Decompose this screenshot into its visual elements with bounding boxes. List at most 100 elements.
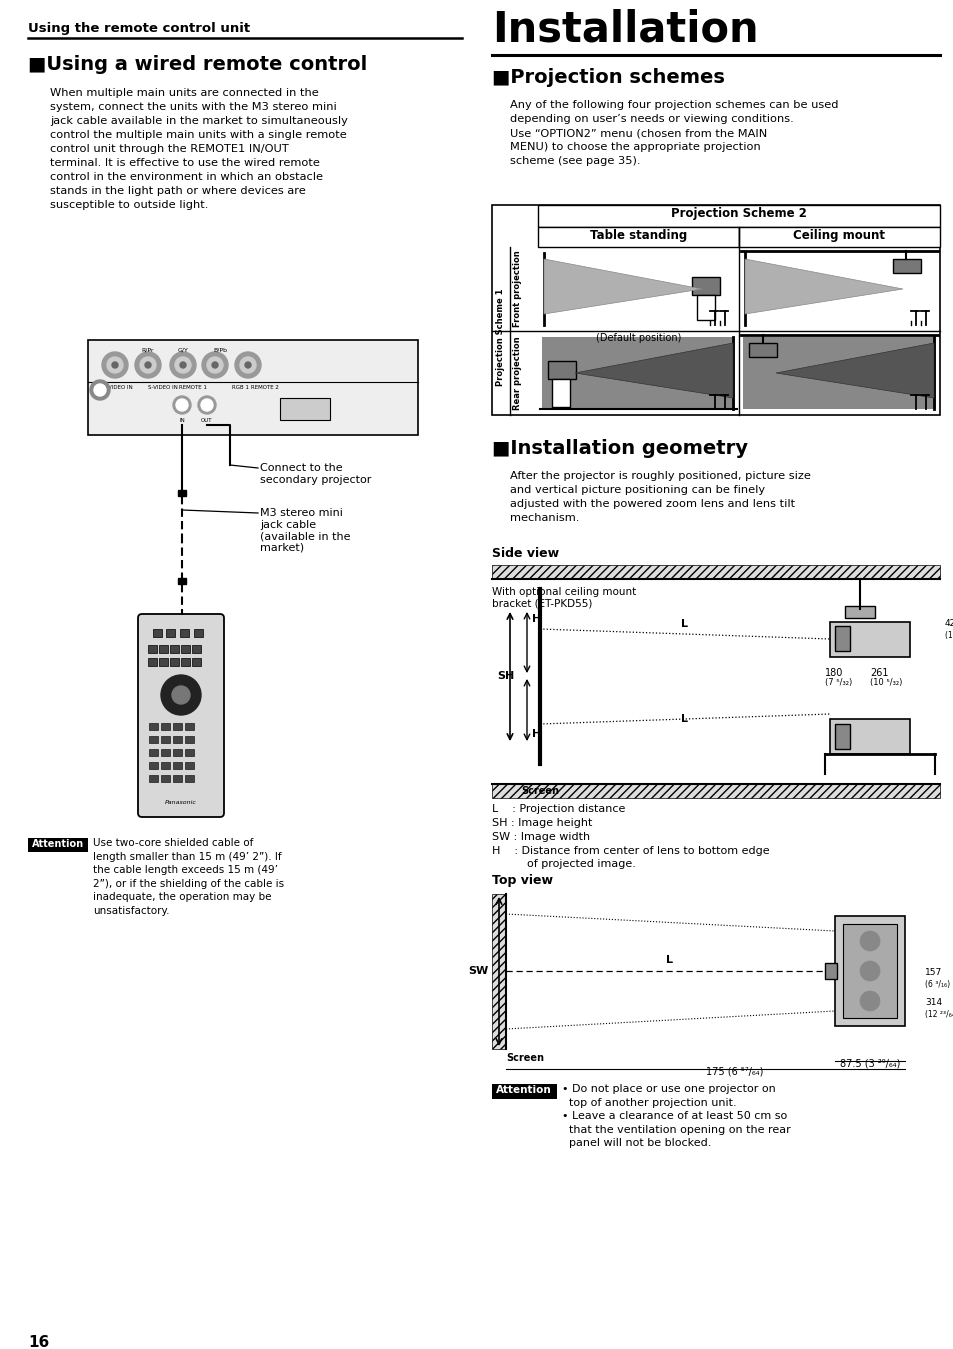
Text: With optional ceiling mount
bracket (ET-PKD55): With optional ceiling mount bracket (ET-… <box>492 587 636 608</box>
Circle shape <box>180 362 186 368</box>
Bar <box>280 398 330 420</box>
Text: SW: SW <box>468 966 489 977</box>
Bar <box>152 629 162 637</box>
Bar <box>193 629 203 637</box>
Bar <box>834 724 849 749</box>
Text: Screen: Screen <box>520 786 558 796</box>
Text: Panasonic: Panasonic <box>165 800 196 805</box>
FancyBboxPatch shape <box>138 614 224 817</box>
Polygon shape <box>744 259 902 314</box>
Bar <box>844 606 874 618</box>
Text: (6 ³/₁₆): (6 ³/₁₆) <box>924 979 949 989</box>
Text: 157: 157 <box>924 969 942 977</box>
Circle shape <box>202 352 228 378</box>
Bar <box>181 645 190 653</box>
Text: (10 ⁵/₃₂): (10 ⁵/₃₂) <box>869 679 902 687</box>
Text: H    : Distance from center of lens to bottom edge
          of projected image.: H : Distance from center of lens to bott… <box>492 846 769 869</box>
Text: Rear projection: Rear projection <box>513 336 522 410</box>
Text: 180: 180 <box>824 668 842 679</box>
Circle shape <box>240 357 255 374</box>
Text: When multiple main units are connected in the
system, connect the units with the: When multiple main units are connected i… <box>50 88 348 210</box>
Bar <box>185 774 193 782</box>
Bar <box>170 658 179 666</box>
Bar <box>691 277 720 295</box>
Text: RGB 1: RGB 1 <box>232 384 248 390</box>
Text: Side view: Side view <box>492 546 558 560</box>
Text: Using the remote control unit: Using the remote control unit <box>28 22 250 35</box>
Text: REMOTE 1: REMOTE 1 <box>179 384 207 390</box>
Bar <box>149 762 158 769</box>
Text: Top view: Top view <box>492 874 553 888</box>
Bar <box>149 774 158 782</box>
Bar <box>172 774 182 782</box>
Bar <box>842 924 896 1018</box>
Text: Projection Scheme 1: Projection Scheme 1 <box>496 289 505 386</box>
Bar <box>192 658 201 666</box>
Text: L: L <box>680 619 688 629</box>
Text: After the projector is roughly positioned, picture size
and vertical picture pos: After the projector is roughly positione… <box>510 471 810 523</box>
Circle shape <box>94 384 106 397</box>
Text: L    : Projection distance: L : Projection distance <box>492 804 625 813</box>
Text: 87.5 (3 ²⁹/₆₄): 87.5 (3 ²⁹/₆₄) <box>839 1059 900 1068</box>
Circle shape <box>90 380 110 401</box>
Text: Table standing: Table standing <box>589 229 686 241</box>
Text: R/Pr: R/Pr <box>142 348 154 353</box>
Text: REMOTE 2: REMOTE 2 <box>251 384 278 390</box>
Bar <box>892 259 920 272</box>
Bar <box>28 838 88 853</box>
Bar <box>185 737 193 743</box>
Text: (Default position): (Default position) <box>596 333 680 343</box>
Circle shape <box>170 352 195 378</box>
Text: S-VIDEO IN: S-VIDEO IN <box>148 384 178 390</box>
Bar <box>149 723 158 730</box>
Bar <box>541 337 734 409</box>
Text: 175 (6 ⁵⁷/₆₄): 175 (6 ⁵⁷/₆₄) <box>705 1067 763 1077</box>
Text: SH : Image height: SH : Image height <box>492 817 592 828</box>
Bar <box>148 645 157 653</box>
Bar <box>180 629 189 637</box>
Circle shape <box>212 362 218 368</box>
Circle shape <box>201 399 213 411</box>
Polygon shape <box>775 343 933 398</box>
Bar <box>547 362 576 379</box>
Bar <box>537 227 739 247</box>
Bar <box>192 645 201 653</box>
Bar <box>161 723 170 730</box>
Bar <box>824 963 836 979</box>
Bar <box>492 784 939 799</box>
Bar <box>161 749 170 755</box>
Circle shape <box>172 687 190 704</box>
Bar <box>159 658 168 666</box>
Text: OUT: OUT <box>201 418 213 424</box>
Text: Connect to the
secondary projector: Connect to the secondary projector <box>260 463 371 484</box>
Bar <box>834 626 849 652</box>
Text: Front projection: Front projection <box>513 251 522 328</box>
Bar <box>149 737 158 743</box>
Bar <box>172 723 182 730</box>
Text: ■Using a wired remote control: ■Using a wired remote control <box>28 55 367 74</box>
Bar <box>537 205 939 227</box>
Circle shape <box>161 674 201 715</box>
Text: 421-541: 421-541 <box>944 619 953 629</box>
Bar <box>834 916 904 1027</box>
Circle shape <box>172 397 191 414</box>
Text: Installation: Installation <box>492 8 758 50</box>
Bar <box>492 205 939 415</box>
Text: ■Projection schemes: ■Projection schemes <box>492 67 724 86</box>
Text: SW : Image width: SW : Image width <box>492 832 590 842</box>
Bar <box>178 490 186 496</box>
Bar <box>88 340 417 434</box>
Circle shape <box>198 397 215 414</box>
Circle shape <box>135 352 161 378</box>
Bar <box>185 749 193 755</box>
Text: B/Pb: B/Pb <box>213 348 227 353</box>
Text: H: H <box>532 614 540 625</box>
Text: Ceiling mount: Ceiling mount <box>793 229 884 241</box>
Bar <box>159 645 168 653</box>
Text: 314: 314 <box>924 998 942 1006</box>
Bar <box>742 337 935 409</box>
Text: Attention: Attention <box>31 839 84 849</box>
Text: 261: 261 <box>869 668 887 679</box>
Bar <box>697 295 714 320</box>
Text: SH: SH <box>497 670 514 681</box>
